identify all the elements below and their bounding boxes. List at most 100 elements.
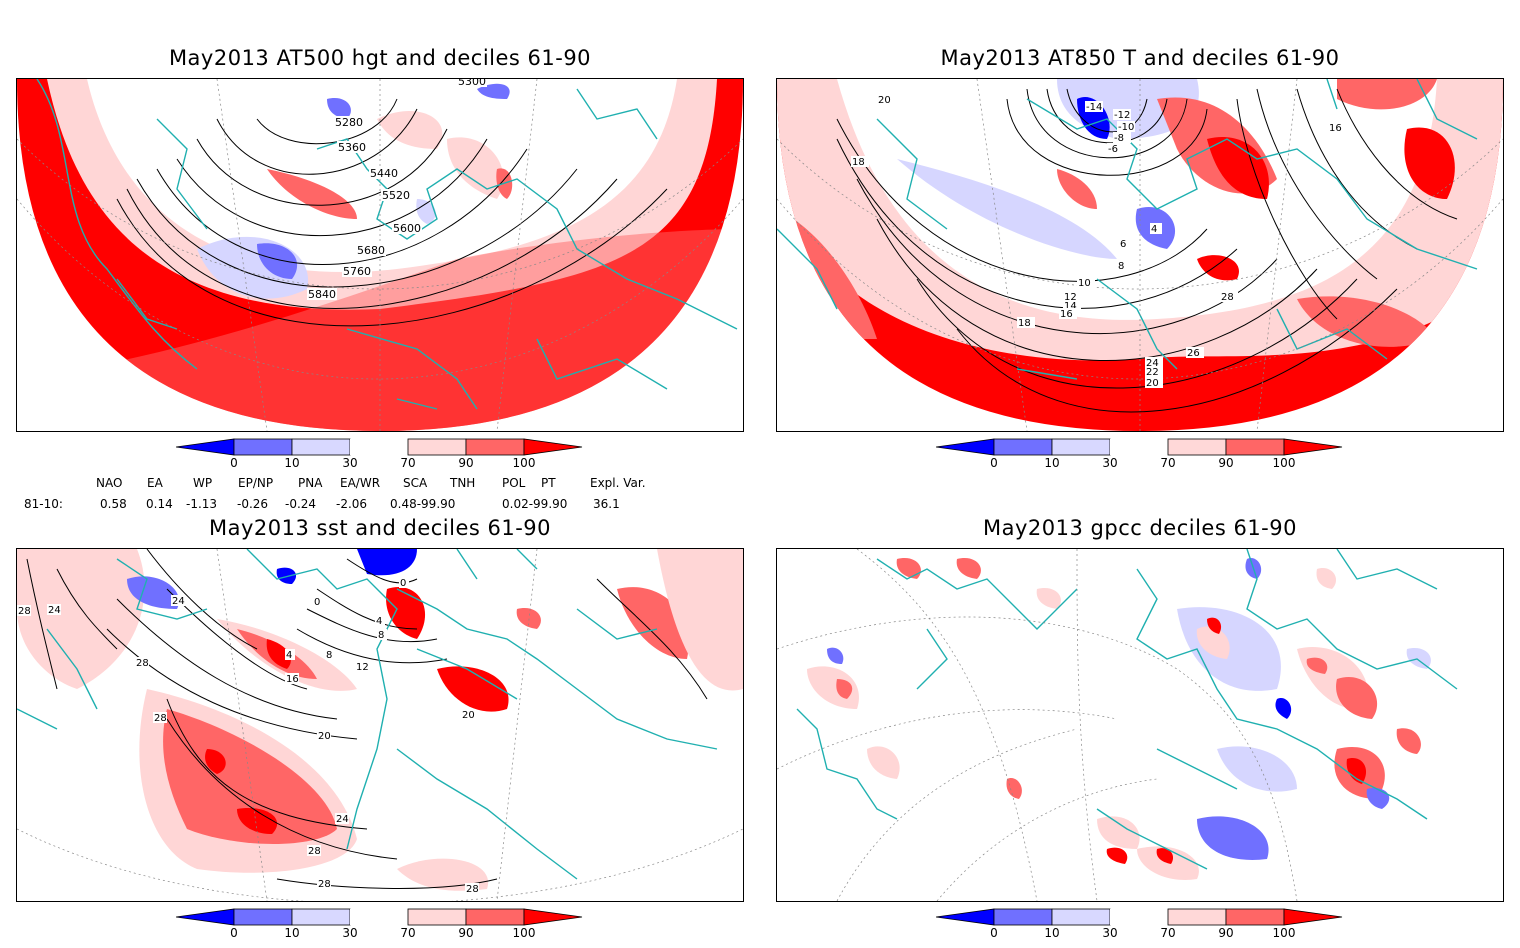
colorbar-tick: 0 — [990, 926, 998, 940]
colorbar-tick: 100 — [1272, 926, 1296, 940]
index-header-nao: NAO — [96, 476, 123, 490]
contour-label: 18 — [852, 157, 865, 168]
colorbar-tick: 10 — [1044, 926, 1060, 940]
index-header-expl-var: Expl. Var. — [590, 476, 646, 490]
contour-label: 28 — [466, 884, 479, 895]
index-row-label: 81-10: — [24, 497, 63, 511]
index-header-tnh: TNH — [450, 476, 476, 490]
contour-label: 26 — [1187, 348, 1200, 359]
contour-label: -14 — [1086, 102, 1102, 113]
contour-label: 4 — [376, 616, 382, 627]
colorbar-panel-1: 0 10 30 70 90 100 — [175, 438, 616, 478]
contour-label: 20 — [318, 731, 331, 742]
contour-label: 24 — [48, 605, 61, 616]
contour-label: 5300 — [458, 79, 486, 88]
colorbar-tick: 70 — [400, 926, 416, 940]
colorbar-tick: 70 — [1160, 456, 1176, 470]
contour-label: 5360 — [338, 141, 366, 154]
contour-label: 28 — [154, 713, 167, 724]
contour-label: 12 — [1064, 292, 1077, 303]
colorbar-tick: 10 — [284, 926, 300, 940]
contour-label: 10 — [1078, 278, 1091, 289]
colorbar-tick: 30 — [1102, 456, 1118, 470]
index-value-eawr: -2.06 — [336, 497, 368, 511]
colorbar-panel-3: 0 10 30 70 90 100 — [175, 908, 616, 948]
contour-label: 5440 — [370, 167, 398, 180]
panel-1-title: May2013 AT500 hgt and deciles 61-90 — [168, 46, 592, 70]
contour-label: 4 — [1151, 224, 1157, 235]
contour-label: 8 — [378, 630, 384, 641]
contour-label: 4 — [286, 650, 292, 661]
colorbar-tick: 0 — [230, 456, 238, 470]
colorbar-panel-4: 0 10 30 70 90 100 — [935, 908, 1376, 948]
contour-label: -6 — [1108, 144, 1118, 155]
index-header-wp: WP — [193, 476, 213, 490]
contour-label: 0 — [400, 578, 406, 589]
colorbar-tick: 30 — [342, 456, 358, 470]
contour-label: 28 — [18, 606, 31, 617]
colorbar-panel-2: 0 10 30 70 90 100 — [935, 438, 1376, 478]
map-panel-at850-t: -14 -12 -10 -8 -6 4 6 8 10 12 14 16 18 2… — [776, 78, 1504, 432]
contour-label: 5520 — [382, 189, 410, 202]
contour-label: 16 — [1329, 123, 1342, 134]
map-panel-gpcc — [776, 548, 1504, 902]
contour-label: -8 — [1114, 133, 1124, 144]
contour-label: 28 — [136, 658, 149, 669]
index-header-ea: EA — [147, 476, 163, 490]
contour-label: 8 — [326, 650, 332, 661]
contour-label: -12 — [1114, 110, 1130, 121]
colorbar-tick: 30 — [342, 926, 358, 940]
colorbar-tick: 10 — [1044, 456, 1060, 470]
contour-label: 12 — [356, 662, 369, 673]
index-value-sca-tnh: 0.48-99.90 — [390, 497, 456, 511]
index-header-pol: POL — [502, 476, 526, 490]
contour-label: 24 — [336, 814, 349, 825]
panel-3-title: May2013 sst and deciles 61-90 — [208, 516, 552, 540]
contour-label: 5680 — [357, 244, 385, 257]
contour-label: 18 — [1018, 318, 1031, 329]
contour-label: 22 — [1146, 367, 1159, 378]
contour-label: 0 — [314, 597, 320, 608]
contour-label: 5600 — [393, 222, 421, 235]
index-value-nao: 0.58 — [100, 497, 127, 511]
colorbar-tick: 100 — [512, 456, 536, 470]
panel-2-title: May2013 AT850 T and deciles 61-90 — [940, 46, 1340, 70]
index-header-epnp: EP/NP — [238, 476, 274, 490]
contour-label: 5760 — [343, 265, 371, 278]
index-header-pna: PNA — [298, 476, 323, 490]
contour-label: 6 — [1120, 239, 1126, 250]
index-header-pt: PT — [541, 476, 556, 490]
contour-label: 20 — [878, 95, 891, 106]
colorbar-tick: 90 — [458, 926, 474, 940]
colorbar-tick: 70 — [1160, 926, 1176, 940]
contour-label: 28 — [318, 879, 331, 890]
index-value-pol-pt: 0.02-99.90 — [502, 497, 568, 511]
index-value-pna: -0.24 — [285, 497, 317, 511]
index-value-expl-var: 36.1 — [593, 497, 620, 511]
colorbar-tick: 90 — [1218, 926, 1234, 940]
contour-label: 20 — [1146, 378, 1159, 389]
colorbar-tick: 70 — [400, 456, 416, 470]
panel-4-title: May2013 gpcc deciles 61-90 — [983, 516, 1297, 540]
contour-label: 24 — [172, 596, 185, 607]
contour-label: -10 — [1118, 122, 1134, 133]
colorbar-tick: 90 — [458, 456, 474, 470]
colorbar-tick: 90 — [1218, 456, 1234, 470]
index-value-ea: 0.14 — [146, 497, 173, 511]
colorbar-tick: 0 — [990, 456, 998, 470]
contour-label: 28 — [308, 846, 321, 857]
colorbar-tick: 30 — [1102, 926, 1118, 940]
map-panel-at500-hgt: 5280 5360 5440 5520 5600 5680 5760 5840 … — [16, 78, 744, 432]
map-panel-sst: 24 28 28 24 28 0 4 8 12 16 20 24 28 28 2… — [16, 548, 744, 902]
index-header-eawr: EA/WR — [340, 476, 381, 490]
contour-label: 24 — [1146, 358, 1159, 369]
index-value-epnp: -0.26 — [237, 497, 269, 511]
colorbar-tick: 100 — [1272, 456, 1296, 470]
contour-label: 20 — [462, 710, 475, 721]
contour-label: 14 — [1064, 301, 1077, 312]
contour-label: 28 — [1221, 292, 1234, 303]
index-value-wp: -1.13 — [186, 497, 218, 511]
contour-label: 8 — [1118, 261, 1124, 272]
colorbar-tick: 10 — [284, 456, 300, 470]
contour-label: 5840 — [308, 288, 336, 301]
